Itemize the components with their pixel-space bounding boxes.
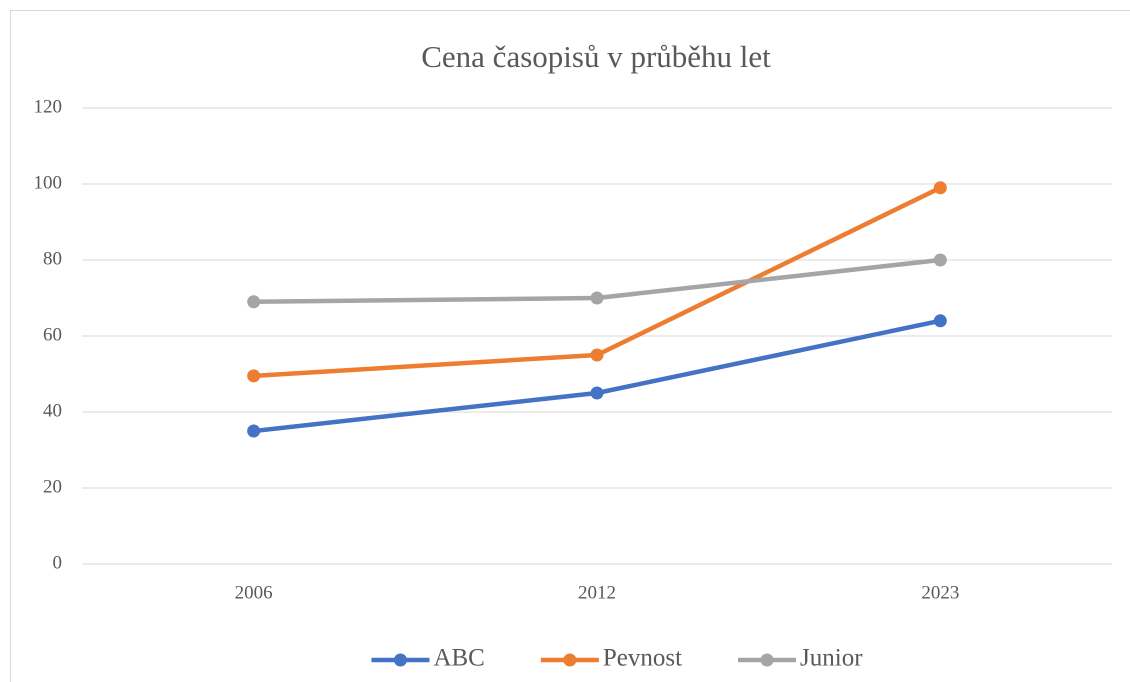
data-point xyxy=(933,253,947,267)
data-point xyxy=(590,291,604,305)
legend-marker xyxy=(393,653,407,667)
y-tick-label: 20 xyxy=(43,476,62,497)
x-tick-label: 2012 xyxy=(578,582,616,603)
y-tick-label: 100 xyxy=(34,172,63,193)
y-tick-label: 120 xyxy=(34,96,63,117)
chart-border xyxy=(10,10,1130,682)
y-tick-label: 80 xyxy=(43,248,62,269)
y-tick-label: 0 xyxy=(53,552,63,573)
data-point xyxy=(590,348,604,362)
chart-title: Cena časopisů v průběhu let xyxy=(421,39,771,74)
data-point xyxy=(933,314,947,328)
data-point xyxy=(247,369,261,383)
data-point xyxy=(247,424,261,438)
y-tick-label: 40 xyxy=(43,400,62,421)
data-point xyxy=(933,181,947,195)
x-tick-label: 2006 xyxy=(235,582,273,603)
data-point xyxy=(590,386,604,400)
legend-label: Junior xyxy=(800,645,863,672)
x-tick-label: 2023 xyxy=(921,582,959,603)
legend-marker xyxy=(760,653,774,667)
legend-label: Pevnost xyxy=(603,645,682,672)
legend-marker xyxy=(563,653,577,667)
y-tick-label: 60 xyxy=(43,324,62,345)
data-point xyxy=(247,295,261,309)
legend-label: ABC xyxy=(433,645,484,672)
